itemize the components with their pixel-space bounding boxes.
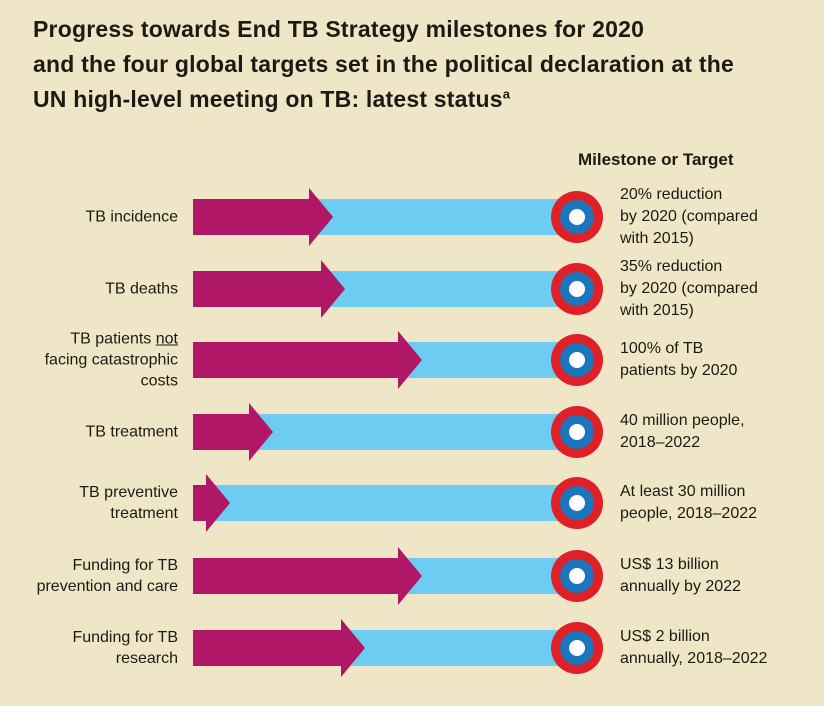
bullseye-center-dot [569, 495, 585, 511]
bullseye-middle-ring [560, 559, 594, 593]
chart-row: Funding for TB research US$ 2 billion annu… [0, 612, 824, 684]
milestone-text: 100% of TB patients by 2020 [620, 340, 738, 379]
bullseye-center-dot [569, 424, 585, 440]
target-bullseye-icon [551, 477, 603, 529]
target-bullseye-icon [551, 263, 603, 315]
bullseye-center-dot [569, 352, 585, 368]
bullseye-middle-ring [560, 415, 594, 449]
bullseye-middle-ring [560, 631, 594, 665]
target-bullseye-icon [551, 334, 603, 386]
row-label: TB incidence [85, 208, 179, 226]
target-bullseye-icon [551, 622, 603, 674]
progress-arrow-icon [193, 403, 273, 461]
milestone-text: US$ 13 billion annually by 2022 [620, 556, 741, 595]
bullseye-middle-ring [560, 486, 594, 520]
chart-row: TB treatment 40 million people, 2018–2022 [0, 396, 824, 468]
milestone-text: 40 million people, 2018–2022 [620, 412, 745, 451]
progress-arrow-icon [193, 260, 345, 318]
milestone-text: At least 30 million people, 2018–2022 [620, 483, 758, 522]
bullseye-center-dot [569, 640, 585, 656]
chart-row: TB incidence 20% reduction by 2020 (compa… [0, 181, 824, 253]
chart-row: TB deaths 35% reduction by 2020 (compared… [0, 253, 824, 325]
figure-title-line1: Progress towards End TB Strategy milesto… [33, 16, 645, 42]
bullseye-middle-ring [560, 272, 594, 306]
bullseye-center-dot [569, 281, 585, 297]
target-bullseye-icon [551, 550, 603, 602]
figure-title-line3: UN high-level meeting on TB: latest stat… [33, 86, 511, 112]
row-label: TB treatment [85, 423, 178, 441]
footnote-marker: a [502, 86, 511, 102]
target-bullseye-icon [551, 191, 603, 243]
progress-arrow-icon [193, 547, 422, 605]
chart-row: TB preventive treatment At least 30 milli… [0, 467, 824, 539]
bullseye-center-dot [569, 209, 585, 225]
milestone-text: US$ 2 billion annually, 2018–2022 [620, 628, 768, 667]
row-label: TB patients not facing catastrophic costs [44, 330, 178, 390]
figure-title-line2: and the four global targets set in the p… [33, 51, 734, 77]
row-label: Funding for TB research [72, 629, 178, 667]
progress-arrow-icon [193, 188, 333, 246]
chart-row: Funding for TB prevention and care US$ 13… [0, 540, 824, 612]
target-bullseye-icon [551, 406, 603, 458]
progress-arrow-icon [193, 331, 422, 389]
bullseye-middle-ring [560, 343, 594, 377]
row-label: TB preventive treatment [79, 484, 178, 522]
progress-track [193, 485, 578, 521]
milestone-text: 35% reduction by 2020 (compared with 2015) [620, 258, 758, 319]
milestone-column-header: Milestone or Target [578, 150, 734, 169]
figure-title: Progress towards End TB Strategy milesto… [33, 12, 734, 117]
chart-row: TB patients not facing catastrophic costs … [0, 324, 824, 396]
row-label: TB deaths [105, 280, 178, 298]
bullseye-center-dot [569, 568, 585, 584]
progress-arrow-icon [193, 474, 230, 532]
progress-arrow-icon [193, 619, 365, 677]
row-label: Funding for TB prevention and care [36, 557, 178, 595]
milestone-text: 20% reduction by 2020 (compared with 2015) [620, 186, 758, 247]
bullseye-middle-ring [560, 200, 594, 234]
